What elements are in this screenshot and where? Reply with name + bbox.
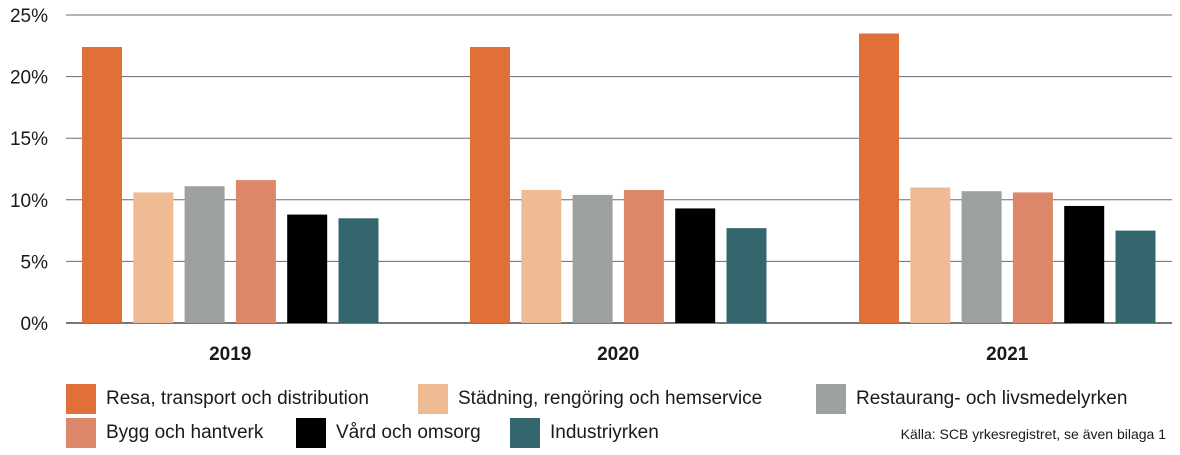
bar bbox=[133, 192, 174, 323]
bar bbox=[623, 189, 664, 323]
legend-swatch bbox=[418, 384, 448, 414]
bar bbox=[859, 33, 899, 323]
legend-swatch bbox=[816, 384, 846, 414]
bar bbox=[910, 187, 951, 323]
legend-item-bygg: Bygg och hantverk bbox=[66, 418, 263, 448]
bar bbox=[1064, 205, 1105, 323]
legend-label: Restaurang- och livsmedelyrken bbox=[856, 388, 1128, 409]
legend-label: Resa, transport och distribution bbox=[106, 388, 369, 409]
source-note: Källa: SCB yrkesregistret, se även bilag… bbox=[900, 426, 1166, 442]
bar bbox=[235, 180, 276, 323]
bar bbox=[470, 47, 510, 323]
bar bbox=[961, 191, 1002, 323]
x-category-label: 2020 bbox=[597, 344, 639, 365]
legend-item-vard: Vård och omsorg bbox=[296, 418, 481, 448]
bar bbox=[521, 189, 562, 323]
legend-item-resa: Resa, transport och distribution bbox=[66, 384, 369, 414]
bar bbox=[1115, 230, 1156, 323]
bar bbox=[82, 47, 122, 323]
y-tick-label: 10% bbox=[10, 191, 48, 212]
y-tick-label: 15% bbox=[10, 129, 48, 150]
bar bbox=[572, 194, 613, 323]
y-tick-label: 0% bbox=[21, 314, 49, 335]
y-tick-label: 5% bbox=[21, 252, 49, 273]
bar-chart: 0% 5% 10% 15% 20% 25% 2019 2020 2021 bbox=[10, 6, 1172, 365]
bar bbox=[184, 186, 225, 323]
legend: Resa, transport och distribution Städnin… bbox=[0, 380, 1180, 455]
legend-item-industri: Industriyrken bbox=[510, 418, 659, 448]
legend-label: Bygg och hantverk bbox=[106, 422, 264, 443]
bar bbox=[675, 208, 716, 323]
legend-swatch bbox=[66, 418, 96, 448]
bar bbox=[726, 228, 767, 323]
legend-label: Vård och omsorg bbox=[336, 422, 481, 443]
y-tick-label: 25% bbox=[10, 6, 48, 27]
legend-swatch bbox=[510, 418, 540, 448]
bar bbox=[287, 214, 328, 323]
bar bbox=[1012, 192, 1053, 323]
x-category-label: 2021 bbox=[986, 344, 1029, 365]
x-category-label: 2019 bbox=[209, 344, 251, 365]
y-tick-label: 20% bbox=[10, 68, 48, 89]
legend-swatch bbox=[66, 384, 96, 414]
legend-label: Städning, rengöring och hemservice bbox=[458, 388, 763, 409]
legend-item-restaurang: Restaurang- och livsmedelyrken bbox=[816, 384, 1127, 414]
legend-label: Industriyrken bbox=[550, 422, 659, 443]
legend-swatch bbox=[296, 418, 326, 448]
bar bbox=[338, 218, 379, 323]
legend-item-stadning: Städning, rengöring och hemservice bbox=[418, 384, 762, 414]
